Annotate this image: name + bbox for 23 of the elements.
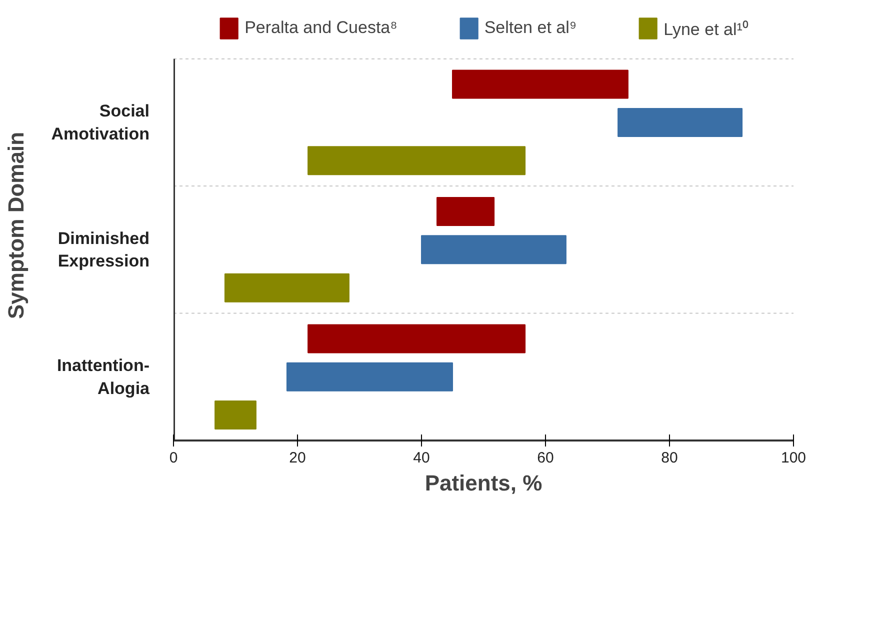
legend-label: Lyne et al¹⁰ (664, 18, 748, 40)
y-tick-label: Inattention- Alogia (56, 356, 150, 398)
bar (224, 273, 350, 302)
bar (308, 324, 526, 354)
bar (618, 108, 743, 137)
bar (436, 197, 495, 226)
bar (421, 235, 566, 264)
x-tick-label: 60 (537, 450, 554, 466)
y-tick-label: Diminished Expression (58, 228, 150, 271)
legend-label: Selten et al⁹ (484, 18, 577, 38)
bar (214, 400, 256, 430)
bar (308, 146, 526, 176)
y-tick-label: Social Amotivation (51, 102, 150, 144)
x-tick-label: 80 (661, 450, 678, 466)
x-tick-label: 40 (413, 450, 430, 466)
bar (452, 70, 628, 99)
x-axis-title: Patients, % (424, 470, 542, 496)
legend-label: Peralta and Cuesta⁸ (244, 18, 398, 38)
x-tick-label: 0 (169, 450, 178, 466)
bar (286, 362, 453, 392)
y-axis-title: Symptom Domain (3, 132, 28, 320)
x-tick-label: 20 (289, 450, 306, 466)
x-tick-label: 100 (780, 450, 806, 466)
